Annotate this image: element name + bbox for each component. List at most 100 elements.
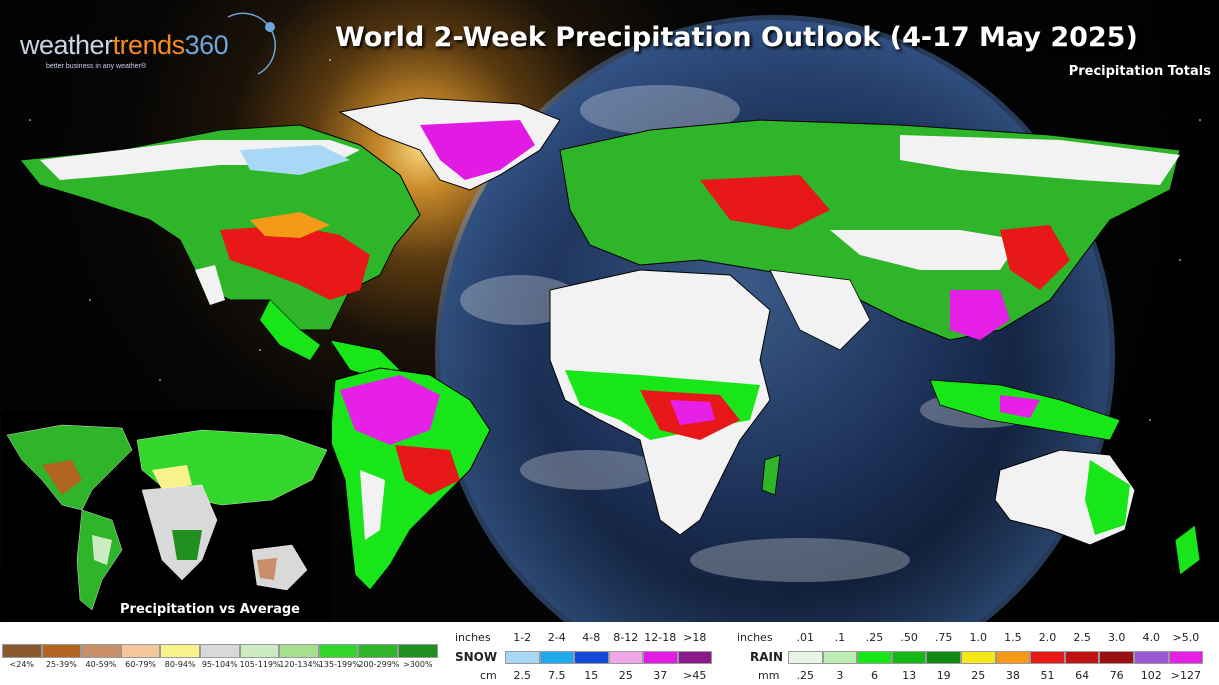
snow-cm-tick: 2.5 bbox=[513, 669, 532, 682]
snow-legend-swatch bbox=[574, 651, 609, 664]
rain-legend-swatch bbox=[1030, 651, 1065, 664]
rain-legend-swatch bbox=[995, 651, 1031, 664]
australia-region bbox=[994, 449, 1201, 576]
brand-arc-icon bbox=[227, 12, 276, 75]
rain-legend-swatch bbox=[1064, 651, 1100, 664]
rain-mm-tick: 102 bbox=[1140, 669, 1162, 682]
percent-legend-swatch bbox=[239, 644, 280, 658]
snow-inches-tick: >18 bbox=[683, 631, 707, 644]
snow-cm-tick: 25 bbox=[618, 669, 633, 682]
rain-mm-tick: 25 bbox=[971, 669, 986, 682]
rain-legend-swatch bbox=[1168, 651, 1204, 664]
brand-tagline: better business in any weather® bbox=[46, 63, 147, 70]
snow-inches-tick: 2-4 bbox=[547, 631, 566, 644]
snow-cm-tick: 37 bbox=[653, 669, 668, 682]
snow-legend-swatch bbox=[643, 651, 678, 664]
brand-word-part3: 360 bbox=[184, 30, 229, 60]
percent-legend-label: 80-94% bbox=[164, 660, 196, 669]
eurasia-region bbox=[559, 119, 1181, 351]
rain-inches-tick: .01 bbox=[796, 631, 815, 644]
rain-inches-tick: >5.0 bbox=[1172, 631, 1200, 644]
rain-mm-tick: 38 bbox=[1005, 669, 1020, 682]
south-america-region bbox=[329, 367, 491, 591]
percent-legend-label: 60-79% bbox=[125, 660, 157, 669]
inset-map bbox=[2, 410, 332, 622]
rain-mm-tick: 13 bbox=[902, 669, 917, 682]
rain-inches-tick: 2.0 bbox=[1038, 631, 1057, 644]
inset-label: Precipitation vs Average bbox=[120, 602, 300, 617]
rain-mm-tick: 64 bbox=[1075, 669, 1090, 682]
percent-legend-swatch bbox=[2, 644, 42, 658]
percent-legend-swatch bbox=[398, 644, 438, 658]
snow-cm-tick: 15 bbox=[584, 669, 599, 682]
snow-legend-swatch bbox=[608, 651, 643, 664]
rain-mm-tick: 6 bbox=[870, 669, 878, 682]
rain-legend-swatch bbox=[788, 651, 823, 664]
rain-mm-tick: 19 bbox=[936, 669, 951, 682]
percent-legend-swatch bbox=[358, 644, 398, 658]
brand-word-part2: trends bbox=[112, 30, 186, 60]
africa-region bbox=[549, 269, 781, 536]
snow-legend-swatch bbox=[539, 651, 574, 664]
percent-legend-swatch bbox=[279, 644, 319, 658]
rain-legend-swatch bbox=[1099, 651, 1134, 664]
snow-type-label: SNOW bbox=[455, 650, 498, 664]
rain-legend-swatch bbox=[857, 651, 892, 664]
rain-mm-tick: >127 bbox=[1170, 669, 1201, 682]
brand-logo: weathertrends360 better business in any … bbox=[20, 12, 280, 88]
rain-mm-tick: 76 bbox=[1109, 669, 1124, 682]
percent-legend-label: >300% bbox=[403, 660, 433, 669]
percent-legend-label: 25-39% bbox=[45, 660, 77, 669]
rain-mm-tick: 3 bbox=[836, 669, 844, 682]
snow-inches-tick: 4-8 bbox=[582, 631, 601, 644]
page-title: World 2-Week Precipitation Outlook (4-17… bbox=[335, 22, 1138, 53]
rain-mm-tick: .25 bbox=[796, 669, 815, 682]
north-america-region bbox=[19, 124, 421, 381]
rain-legend-swatch bbox=[891, 651, 927, 664]
snow-cm-tick: >45 bbox=[683, 669, 707, 682]
percent-legend-label: 120-134% bbox=[279, 660, 321, 669]
snow-cm-label: cm bbox=[480, 669, 497, 682]
rain-inches-tick: 1.5 bbox=[1004, 631, 1022, 644]
world-map: weathertrends360 better business in any … bbox=[0, 0, 1219, 622]
rain-inches-tick: 2.5 bbox=[1073, 631, 1091, 644]
rain-inches-tick: 1.0 bbox=[969, 631, 988, 644]
rain-inches-tick: 4.0 bbox=[1142, 631, 1161, 644]
map-subtitle: Precipitation Totals bbox=[1068, 64, 1211, 79]
percent-legend-swatch bbox=[318, 644, 359, 658]
rain-legend-swatch bbox=[926, 651, 961, 664]
globe-background bbox=[19, 15, 1201, 622]
rain-inches-tick: 3.0 bbox=[1107, 631, 1126, 644]
percent-legend-swatch bbox=[120, 644, 161, 658]
snow-legend-swatch bbox=[677, 651, 712, 664]
percent-legend-label: 200-299% bbox=[358, 660, 400, 669]
rain-mm-label: mm bbox=[758, 669, 780, 682]
percent-legend-swatch bbox=[160, 644, 200, 658]
percent-legend-label: 95-104% bbox=[201, 660, 238, 669]
brand-wordmark: weathertrends360 bbox=[20, 30, 229, 61]
rain-mm-tick: 51 bbox=[1040, 669, 1055, 682]
percent-legend-swatch bbox=[200, 644, 240, 658]
snow-cm-tick: 7.5 bbox=[548, 669, 566, 682]
rain-inches-tick: .1 bbox=[834, 631, 846, 644]
percent-legend-label: 135-199% bbox=[318, 660, 360, 669]
rain-inches-tick: .50 bbox=[900, 631, 918, 644]
rain-legend-swatch bbox=[822, 651, 858, 664]
snow-inches-tick: 12-18 bbox=[644, 631, 677, 644]
greenland-region bbox=[338, 97, 561, 191]
rain-type-label: RAIN bbox=[750, 650, 784, 664]
percent-legend-label: 105-119% bbox=[239, 660, 281, 669]
rain-inches-tick: .25 bbox=[865, 631, 884, 644]
percent-legend-label: <24% bbox=[9, 660, 35, 669]
snow-inches-tick: 1-2 bbox=[513, 631, 532, 644]
percent-legend-swatch bbox=[81, 644, 121, 658]
rain-legend-swatch bbox=[1134, 651, 1169, 664]
southeast-asia-region bbox=[929, 379, 1121, 441]
snow-inches-label: inches bbox=[455, 631, 491, 644]
rain-inches-tick: .75 bbox=[934, 631, 953, 644]
snow-legend-swatch bbox=[505, 651, 540, 664]
snow-inches-tick: 8-12 bbox=[613, 631, 639, 644]
rain-inches-label: inches bbox=[737, 631, 773, 644]
percent-legend-label: 40-59% bbox=[85, 660, 117, 669]
